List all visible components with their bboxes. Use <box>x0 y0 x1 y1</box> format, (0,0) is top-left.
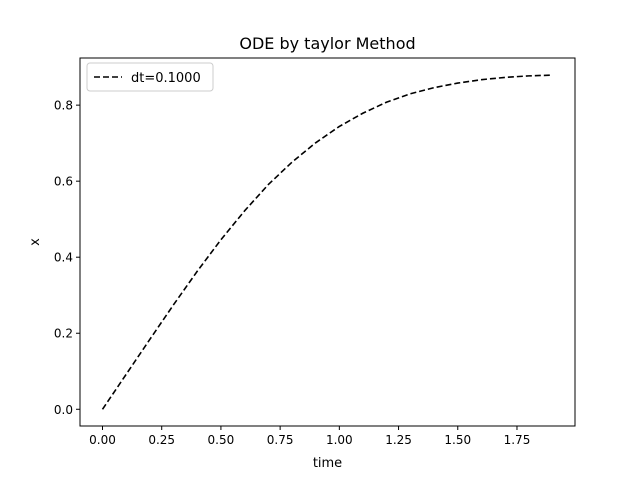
y-axis-label: x <box>28 238 43 246</box>
y-axis-ticks: 0.0 0.2 0.4 0.6 0.8 <box>54 99 80 417</box>
x-axis-ticks: 0.00 0.25 0.50 0.75 1.00 1.25 1.50 1.75 <box>89 426 530 447</box>
axes-frame <box>79 57 576 427</box>
y-tick-label: 0.6 <box>54 175 73 189</box>
y-tick-label: 0.2 <box>54 327 73 341</box>
x-tick-label: 1.00 <box>326 433 353 447</box>
x-tick-label: 1.25 <box>385 433 412 447</box>
x-tick-label: 0.75 <box>267 433 294 447</box>
y-tick-label: 0.8 <box>54 99 73 113</box>
series-layer <box>101 74 553 410</box>
series-line <box>101 74 553 410</box>
x-tick-label: 1.75 <box>504 433 531 447</box>
y-tick-label: 0.4 <box>54 251 73 265</box>
x-tick-label: 0.50 <box>208 433 235 447</box>
legend: dt=0.1000 <box>86 62 214 92</box>
x-axis-label: time <box>313 456 342 471</box>
x-tick-label: 0.00 <box>89 433 116 447</box>
legend-label: dt=0.1000 <box>131 71 201 86</box>
y-tick-label: 0.0 <box>54 403 73 417</box>
x-tick-label: 1.50 <box>444 433 471 447</box>
chart-title: ODE by taylor Method <box>239 34 415 53</box>
x-tick-label: 0.25 <box>148 433 175 447</box>
plot-area <box>79 57 576 427</box>
legend-box <box>86 62 214 92</box>
